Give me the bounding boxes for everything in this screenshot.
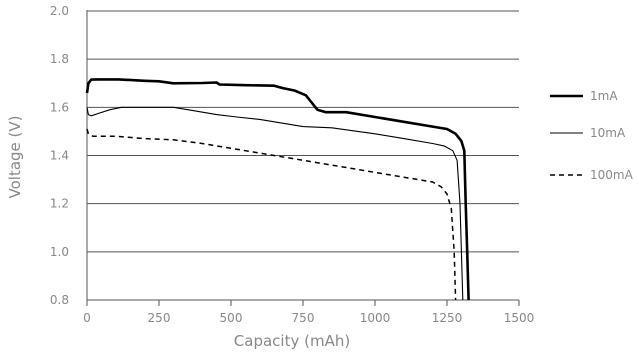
y-tick-label: 1.2	[50, 197, 69, 211]
x-tick-label: 1500	[504, 311, 535, 325]
x-axis-label: Capacity (mAh)	[234, 332, 350, 350]
series-line-100ma	[86, 128, 457, 301]
series-line-1ma	[85, 78, 470, 301]
y-tick-label: 1.6	[50, 100, 69, 114]
data-series	[85, 78, 470, 301]
x-tick-label: 500	[220, 311, 243, 325]
x-axis-ticks: 0 250 500 750 1000 1250 1500	[83, 300, 534, 325]
y-tick-label: 0.8	[50, 293, 69, 307]
x-tick-label: 1000	[360, 311, 391, 325]
x-tick-label: 250	[148, 311, 171, 325]
y-axis-ticks: 0.8 1.0 1.2 1.4 1.6 1.8 2.0	[50, 4, 69, 307]
legend-label-100ma: 100mA	[590, 168, 634, 182]
x-tick-label: 0	[83, 311, 91, 325]
series-line-10ma	[86, 106, 464, 301]
x-tick-label: 1250	[432, 311, 463, 325]
y-tick-label: 1.0	[50, 245, 69, 259]
y-tick-label: 2.0	[50, 4, 69, 18]
legend-label-10ma: 10mA	[590, 126, 626, 140]
legend: 1mA 10mA 100mA	[550, 89, 634, 182]
x-tick-label: 750	[292, 311, 315, 325]
y-tick-label: 1.4	[50, 149, 69, 163]
y-axis-label: Voltage (V)	[6, 116, 24, 199]
legend-label-1ma: 1mA	[590, 89, 618, 103]
y-tick-label: 1.8	[50, 52, 69, 66]
